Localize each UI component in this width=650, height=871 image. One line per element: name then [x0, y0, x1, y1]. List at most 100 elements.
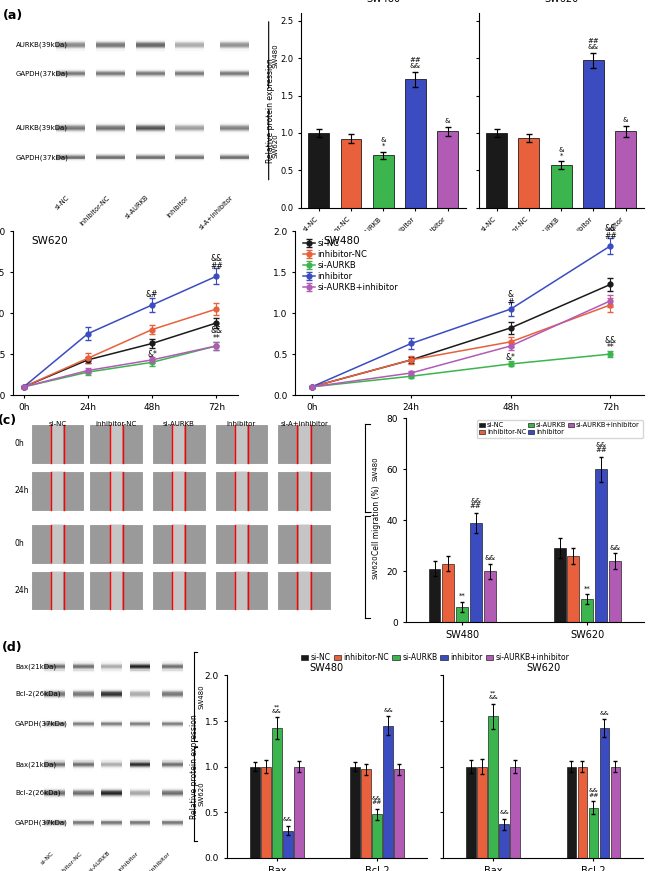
Legend: si-NC, inhibitor-NC, si-AURKB, inhibitor, si-AURKB+inhibitor: si-NC, inhibitor-NC, si-AURKB, inhibitor…: [476, 420, 643, 438]
Bar: [44, 699, 65, 700]
Bar: [162, 760, 183, 761]
Text: &*: &*: [506, 354, 515, 362]
Bar: [101, 820, 122, 821]
Bar: [175, 41, 204, 42]
Bar: [111, 571, 122, 611]
Bar: [136, 72, 164, 73]
Bar: [129, 726, 150, 727]
Bar: [162, 660, 183, 661]
Text: GAPDH(37kDa): GAPDH(37kDa): [16, 154, 68, 160]
Bar: [220, 129, 249, 130]
Bar: [162, 797, 183, 798]
Bar: [220, 76, 249, 77]
Bar: [44, 756, 65, 757]
Bar: [73, 816, 94, 817]
Bar: [308, 133, 330, 208]
Bar: [96, 119, 125, 120]
Bar: [129, 769, 150, 771]
Bar: [129, 699, 150, 700]
Bar: [44, 791, 65, 793]
Bar: [129, 693, 150, 695]
Bar: [162, 787, 183, 789]
Bar: [278, 571, 331, 611]
Bar: [96, 120, 125, 121]
Bar: [162, 686, 183, 688]
Bar: [175, 49, 204, 51]
Bar: [136, 73, 164, 74]
Bar: [129, 756, 150, 757]
Bar: [175, 76, 204, 77]
Text: SW620: SW620: [199, 782, 205, 807]
Bar: [44, 772, 65, 773]
Title: SW480: SW480: [310, 663, 344, 673]
Bar: [136, 76, 164, 77]
Text: &&
**: && **: [211, 326, 222, 342]
Bar: [73, 665, 94, 666]
Bar: [136, 47, 164, 48]
Bar: [162, 701, 183, 703]
Bar: [220, 160, 249, 161]
Bar: [96, 161, 125, 162]
Bar: [44, 825, 65, 826]
Bar: [101, 659, 122, 660]
Bar: [44, 697, 65, 699]
Bar: [162, 821, 183, 822]
Bar: [101, 728, 122, 729]
Text: &&: &&: [499, 810, 509, 815]
Bar: [101, 772, 122, 773]
Bar: [220, 125, 249, 126]
Bar: [129, 696, 150, 697]
Bar: [101, 766, 122, 767]
Bar: [73, 693, 94, 695]
Bar: [129, 827, 150, 828]
Bar: [57, 72, 86, 73]
Bar: [220, 75, 249, 76]
Bar: [162, 695, 183, 696]
Bar: [101, 822, 122, 823]
Bar: [101, 771, 122, 772]
Bar: [175, 151, 204, 152]
Bar: [136, 119, 164, 120]
Bar: [136, 136, 164, 137]
Bar: [101, 723, 122, 725]
Bar: [162, 718, 183, 719]
Bar: [101, 823, 122, 824]
Bar: [44, 766, 65, 767]
Bar: [129, 661, 150, 663]
Bar: [175, 153, 204, 154]
Bar: [162, 823, 183, 824]
Bar: [220, 67, 249, 69]
Bar: [175, 74, 204, 75]
Bar: [44, 798, 65, 800]
Bar: [101, 660, 122, 661]
Bar: [162, 693, 183, 695]
Bar: [57, 47, 86, 48]
Bar: [129, 771, 150, 772]
Bar: [57, 153, 86, 154]
Bar: [44, 671, 65, 672]
Bar: [57, 131, 86, 132]
Bar: [57, 76, 86, 77]
Text: 0h: 0h: [15, 539, 25, 548]
Bar: [96, 162, 125, 163]
Bar: [220, 48, 249, 50]
Bar: [52, 424, 63, 463]
Bar: [101, 730, 122, 731]
Bar: [44, 764, 65, 765]
Bar: [220, 136, 249, 137]
Bar: [44, 789, 65, 790]
Text: 24h: 24h: [15, 486, 29, 496]
Bar: [175, 78, 204, 79]
Bar: [73, 701, 94, 703]
Text: inhibitor: inhibitor: [118, 850, 140, 871]
Bar: [44, 758, 65, 760]
Bar: [57, 130, 86, 131]
Bar: [73, 789, 94, 790]
Bar: [162, 658, 183, 659]
Bar: [111, 471, 122, 510]
Bar: [175, 162, 204, 163]
Bar: [101, 825, 122, 826]
Bar: [73, 820, 94, 821]
Bar: [73, 725, 94, 726]
Bar: [44, 659, 65, 660]
